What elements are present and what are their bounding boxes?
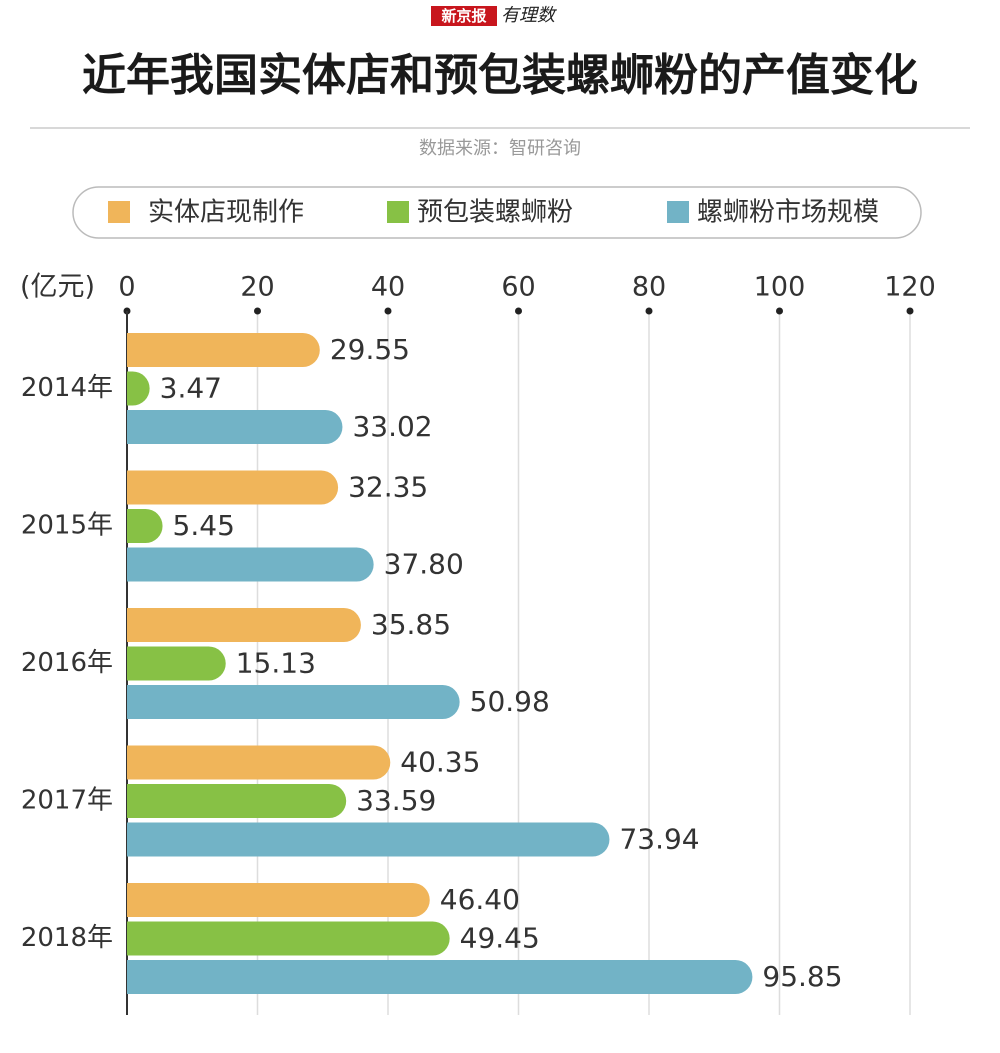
- x-tick-label: 0: [118, 272, 135, 303]
- tick-dot: [384, 307, 392, 315]
- y-tick-label: 2015年: [21, 511, 113, 541]
- value-label: 5.45: [173, 509, 235, 542]
- y-tick-label: 2018年: [21, 923, 113, 953]
- x-tick-label: 100: [754, 272, 806, 303]
- tick-dot: [776, 307, 783, 315]
- y-tick-label: 2017年: [21, 786, 113, 816]
- source: 数据来源：智研咨询: [419, 138, 581, 159]
- column-name: 有理数: [501, 5, 557, 26]
- legend-box: [72, 186, 922, 239]
- bar: [127, 371, 150, 406]
- tick-dot: [515, 307, 522, 315]
- value-label: 3.47: [160, 372, 222, 405]
- value-label: 35.85: [371, 608, 451, 641]
- bar: [127, 646, 226, 681]
- x-tick-label: 40: [371, 272, 405, 303]
- tick-dot: [906, 307, 914, 315]
- legend-swatch: [387, 201, 409, 223]
- bar: [127, 921, 450, 956]
- legend-swatch: [108, 201, 130, 223]
- bar: [127, 822, 610, 857]
- bar: [127, 547, 374, 582]
- legend-label: 螺蛳粉市场规模: [697, 198, 879, 228]
- tick-dot: [254, 307, 261, 315]
- legend-label: 预包装螺蛳粉: [417, 198, 573, 228]
- legend-swatch: [667, 201, 689, 223]
- brand-badge: [431, 6, 497, 26]
- value-label: 73.94: [619, 823, 699, 856]
- x-tick-label: 120: [884, 272, 936, 303]
- bar: [127, 410, 343, 444]
- value-label: 49.45: [460, 922, 540, 955]
- bar: [127, 509, 163, 543]
- axis-label: (亿元): [20, 272, 95, 303]
- tick-dot: [645, 307, 653, 315]
- brand: 新京报: [441, 7, 486, 25]
- y-tick-label: 2014年: [21, 373, 113, 403]
- bar: [127, 333, 320, 367]
- value-label: 15.13: [236, 647, 316, 680]
- x-tick-label: 60: [501, 272, 535, 303]
- bar: [127, 784, 347, 818]
- bar: [127, 745, 391, 780]
- value-label: 32.35: [348, 471, 428, 504]
- value-label: 95.85: [762, 960, 842, 993]
- y-tick-label: 2016年: [21, 648, 113, 678]
- bar: [127, 883, 430, 917]
- value-label: 50.98: [470, 685, 550, 718]
- x-tick-label: 20: [240, 272, 274, 303]
- legend-label: 实体店现制作: [148, 198, 304, 228]
- bar: [127, 608, 361, 642]
- value-label: 29.55: [330, 333, 410, 366]
- value-label: 40.35: [400, 746, 480, 779]
- value-label: 37.80: [384, 548, 464, 581]
- value-label: 33.02: [352, 410, 432, 443]
- bar: [127, 685, 460, 719]
- value-label: 33.59: [356, 784, 436, 817]
- x-tick-label: 80: [632, 272, 666, 303]
- chart-title: 近年我国实体店和预包装螺蛳粉的产值变化: [82, 50, 918, 101]
- bar: [127, 470, 339, 505]
- value-label: 46.40: [440, 883, 520, 916]
- bar: [127, 960, 753, 994]
